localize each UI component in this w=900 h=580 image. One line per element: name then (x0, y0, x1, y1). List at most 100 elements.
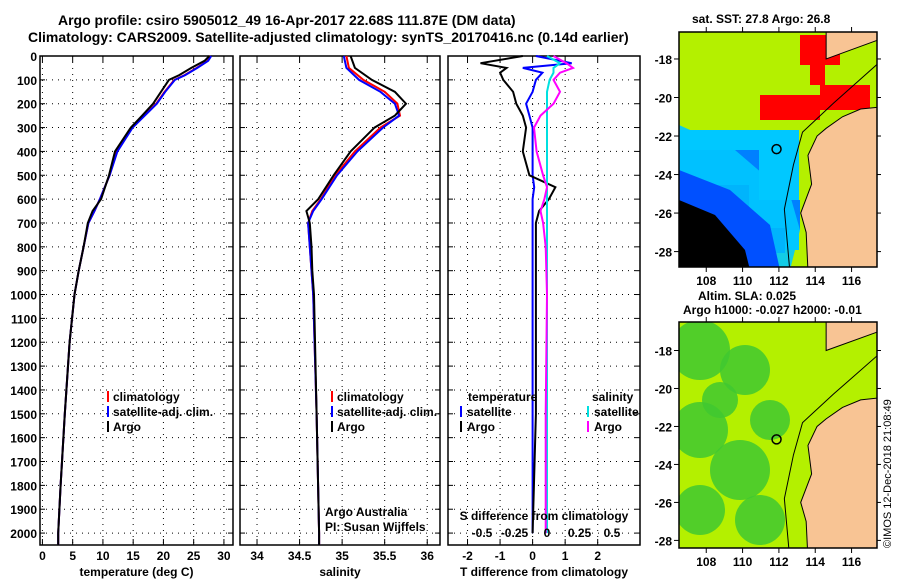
s-tick-label: 0.5 (604, 526, 621, 540)
legend-label-climatology: climatology (113, 390, 180, 404)
lon-tick-label: 114 (806, 555, 826, 569)
depth-tick-label: 1300 (10, 360, 37, 374)
map-frame (678, 321, 878, 549)
x-tick-label: 35.5 (373, 549, 397, 563)
panel-3 (447, 55, 641, 546)
panel-1 (39, 55, 234, 546)
sla-blob (679, 485, 725, 535)
lon-tick-label: 108 (696, 274, 716, 288)
lon-tick-label: 112 (769, 555, 789, 569)
x-tick-label: 0 (39, 549, 46, 563)
x-tick-label: 20 (157, 549, 171, 563)
land (800, 32, 877, 267)
sla-blob (702, 382, 738, 418)
x-tick-label: -2 (462, 549, 473, 563)
map2-title-1: Altim. SLA: 0.025 (698, 289, 797, 303)
lon-tick-label: 112 (769, 274, 789, 288)
x-tick-label: 30 (217, 549, 231, 563)
sst-patch (820, 85, 870, 110)
s-tick-label: 0 (544, 526, 551, 540)
map-sst (674, 27, 881, 272)
depth-tick-label: 1500 (10, 408, 37, 422)
lat-tick-label: -24 (655, 458, 673, 472)
land (800, 322, 877, 548)
sla-blob (679, 322, 730, 380)
sst-coldest-region (679, 200, 750, 267)
legend-swatch-climatology (107, 391, 109, 402)
lat-tick-label: -28 (655, 246, 673, 260)
map1-title: sat. SST: 27.8 Argo: 26.8 (692, 12, 831, 26)
depth-tick-label: 1700 (10, 456, 37, 470)
depth-tick-label: 1900 (10, 503, 37, 517)
legend-label-temp-satellite: satellite (467, 405, 512, 419)
depth-tick-label: 0 (30, 50, 37, 64)
depth-tick-label: 200 (17, 98, 37, 112)
x-tick-label: 36 (421, 549, 435, 563)
x-tick-label: 25 (187, 549, 201, 563)
depth-tick-label: 300 (17, 122, 37, 136)
float-position-marker (771, 143, 782, 155)
x-tick-label: 35 (335, 549, 349, 563)
lon-tick-label: 110 (733, 555, 753, 569)
sla-blob (750, 400, 790, 440)
legend-swatch-sal-satellite (587, 406, 589, 417)
depth-tick-label: 800 (17, 241, 37, 255)
depth-tick-label: 100 (17, 74, 37, 88)
lat-tick-label: -28 (655, 534, 673, 548)
lat-tick-label: -22 (655, 420, 673, 434)
float-position-marker (771, 434, 782, 445)
legend-label-satellite: satellite-adj. clim. (113, 405, 213, 419)
legend-swatch-argo (331, 421, 333, 432)
sla-blob (735, 495, 785, 545)
lon-tick-label: 110 (733, 274, 753, 288)
x-axis-label: temperature (deg C) (79, 565, 193, 579)
depth-tick-label: 1000 (10, 289, 37, 303)
panel-frame (447, 55, 641, 546)
map-frame (678, 31, 878, 268)
map-content (679, 32, 877, 267)
legend-swatch-temp-satellite (460, 406, 462, 417)
sla-blob (710, 440, 770, 500)
x-axis-label: salinity (319, 565, 361, 579)
title-line-2: Climatology: CARS2009. Satellite-adjuste… (28, 29, 629, 45)
legend-swatch-temp-argo (460, 421, 462, 432)
x-tick-label: 15 (126, 549, 140, 563)
lat-tick-label: -20 (655, 382, 673, 396)
s-tick-label: -0.5 (472, 526, 493, 540)
isobath (783, 355, 877, 548)
x-axis-label: T difference from climatology (460, 565, 628, 579)
lat-tick-label: -18 (655, 344, 673, 358)
annotation-argo-australia: Argo Australia (325, 505, 408, 519)
depth-tick-label: 1100 (11, 312, 37, 326)
x-tick-label: -1 (495, 549, 506, 563)
sst-patch (760, 95, 820, 120)
x-tick-label: 2 (594, 549, 601, 563)
depth-tick-label: 1800 (10, 479, 37, 493)
legend-label-climatology: climatology (337, 390, 404, 404)
legend-label-argo: Argo (113, 420, 141, 434)
map-content (679, 322, 877, 548)
lon-tick-label: 116 (842, 274, 862, 288)
x-tick-label: 1 (562, 549, 569, 563)
map2-title-2: Argo h1000: -0.027 h2000: -0.01 (683, 303, 862, 317)
series-line-temperature-argo (480, 55, 557, 534)
legend-label-temp-argo: Argo (467, 420, 495, 434)
legend-label-sal-argo: Argo (594, 420, 622, 434)
s-tick-label: 0.25 (568, 526, 592, 540)
lat-tick-label: -22 (655, 130, 673, 144)
series-line-temperature-satellite (522, 55, 572, 534)
x-tick-label: 34.5 (288, 549, 312, 563)
lon-tick-label: 108 (696, 555, 716, 569)
map-sla (674, 317, 881, 553)
panel-2 (239, 55, 441, 546)
legend-title-salinity: salinity (592, 390, 634, 404)
depth-tick-label: 900 (17, 265, 37, 279)
legend-title-temperature: temperature (468, 390, 538, 404)
lat-tick-label: -26 (655, 496, 673, 510)
lat-tick-label: -18 (655, 53, 673, 67)
sst-patch (810, 60, 825, 85)
legend-swatch-satellite (331, 406, 333, 417)
series-line-salinity-satellite (546, 55, 562, 534)
